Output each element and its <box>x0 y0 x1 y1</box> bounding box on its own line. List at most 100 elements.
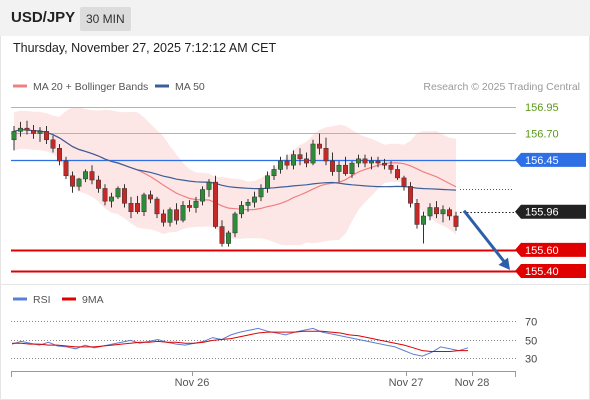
candle <box>239 201 244 219</box>
candle <box>258 184 264 202</box>
candle <box>122 184 127 208</box>
candle <box>453 211 459 231</box>
ma50-legend-label: MA 50 <box>175 81 205 93</box>
key-levels <box>11 107 516 273</box>
rsi-level-label: 50 <box>525 336 537 348</box>
candle-body <box>148 194 153 200</box>
candle-body <box>447 209 452 217</box>
candle-body <box>349 162 355 174</box>
candle-body <box>161 213 166 223</box>
candle <box>362 154 368 168</box>
candle-body <box>37 131 43 134</box>
forecast-arrow-head <box>498 257 510 270</box>
candle <box>63 156 69 179</box>
candle <box>349 160 355 178</box>
candle-body <box>141 194 147 212</box>
candle-body <box>369 160 374 164</box>
timeframe-badge[interactable]: 30 MIN <box>80 7 131 31</box>
candle-body <box>50 139 56 149</box>
header-bar: USD/JPY 30 MIN <box>0 0 590 36</box>
candle-body <box>265 175 270 189</box>
candle <box>395 165 400 181</box>
ma50-line <box>13 129 457 191</box>
candle-body <box>115 188 121 198</box>
level-labels: 156.95 156.70 156.45 155.96 155.60 155.40 <box>515 102 586 278</box>
candle <box>278 156 283 174</box>
candle-body <box>187 205 192 208</box>
candle-body <box>382 162 387 166</box>
candle-body <box>102 188 108 202</box>
candle <box>50 135 56 153</box>
candle <box>174 203 179 225</box>
candle-body <box>44 131 49 141</box>
level-label-155.60: 155.60 <box>515 242 586 257</box>
candle-body <box>408 186 413 204</box>
x-tick-label: Nov 28 <box>455 377 490 389</box>
candle <box>141 192 147 216</box>
level-value: 155.60 <box>525 245 559 257</box>
rsi-line <box>11 327 469 357</box>
rsi-panel: 70 50 30 <box>11 317 537 366</box>
candle <box>330 152 335 176</box>
candle <box>232 211 238 238</box>
level-badge <box>515 152 586 167</box>
candle-body <box>317 143 322 149</box>
candle <box>271 165 277 181</box>
candle-body <box>31 130 36 134</box>
candle <box>187 200 192 212</box>
candle-body <box>174 209 179 221</box>
candle-body <box>213 181 218 227</box>
candle-body <box>291 154 296 166</box>
candle <box>427 203 433 221</box>
candle <box>161 209 166 227</box>
candle <box>148 190 153 204</box>
candle-body <box>278 160 283 170</box>
rsi-level-label: 30 <box>525 354 537 366</box>
candle-body <box>96 179 101 189</box>
candle-body <box>388 164 394 170</box>
bollinger-band-area <box>14 106 456 246</box>
candle <box>369 156 374 170</box>
level-value: 156.95 <box>525 102 559 114</box>
candle <box>11 126 17 151</box>
level-label-156.70: 156.70 <box>525 128 559 140</box>
candle-body <box>226 232 231 244</box>
candle-body <box>421 215 426 225</box>
candlesticks <box>11 120 459 247</box>
candle <box>167 207 173 227</box>
x-axis-ticks: Nov 26 Nov 27 Nov 28 <box>175 371 490 389</box>
candle-body <box>193 200 199 208</box>
candle-body <box>109 196 114 202</box>
candle-body <box>70 175 75 187</box>
candle-body <box>63 160 69 177</box>
candle <box>76 177 82 191</box>
candle <box>83 169 88 183</box>
candle <box>193 196 199 213</box>
candle-body <box>271 169 277 177</box>
level-label-155.40: 155.40 <box>515 264 586 278</box>
candle <box>336 160 342 183</box>
candle <box>213 175 218 229</box>
candle <box>31 124 36 139</box>
rsi-ma-legend-label: 9MA <box>82 294 104 306</box>
candle-body <box>239 205 244 215</box>
candle <box>115 186 121 200</box>
candle <box>284 154 290 170</box>
candle-body <box>206 181 212 190</box>
candle <box>180 201 186 223</box>
candle <box>96 175 101 193</box>
candle <box>135 195 140 214</box>
ma20-legend-label: MA 20 + Bollinger Bands <box>33 81 148 93</box>
level-badge <box>515 264 586 278</box>
candle-body <box>11 131 17 141</box>
candle <box>200 186 205 206</box>
candle <box>102 184 108 206</box>
candle <box>310 139 316 166</box>
candle <box>375 156 381 168</box>
candle <box>37 127 43 142</box>
candle-body <box>362 158 368 164</box>
level-label-156.45: 156.45 <box>515 152 586 167</box>
x-tick-label: Nov 27 <box>389 377 424 389</box>
bollinger-bands <box>14 106 456 246</box>
candle-body <box>83 171 88 180</box>
